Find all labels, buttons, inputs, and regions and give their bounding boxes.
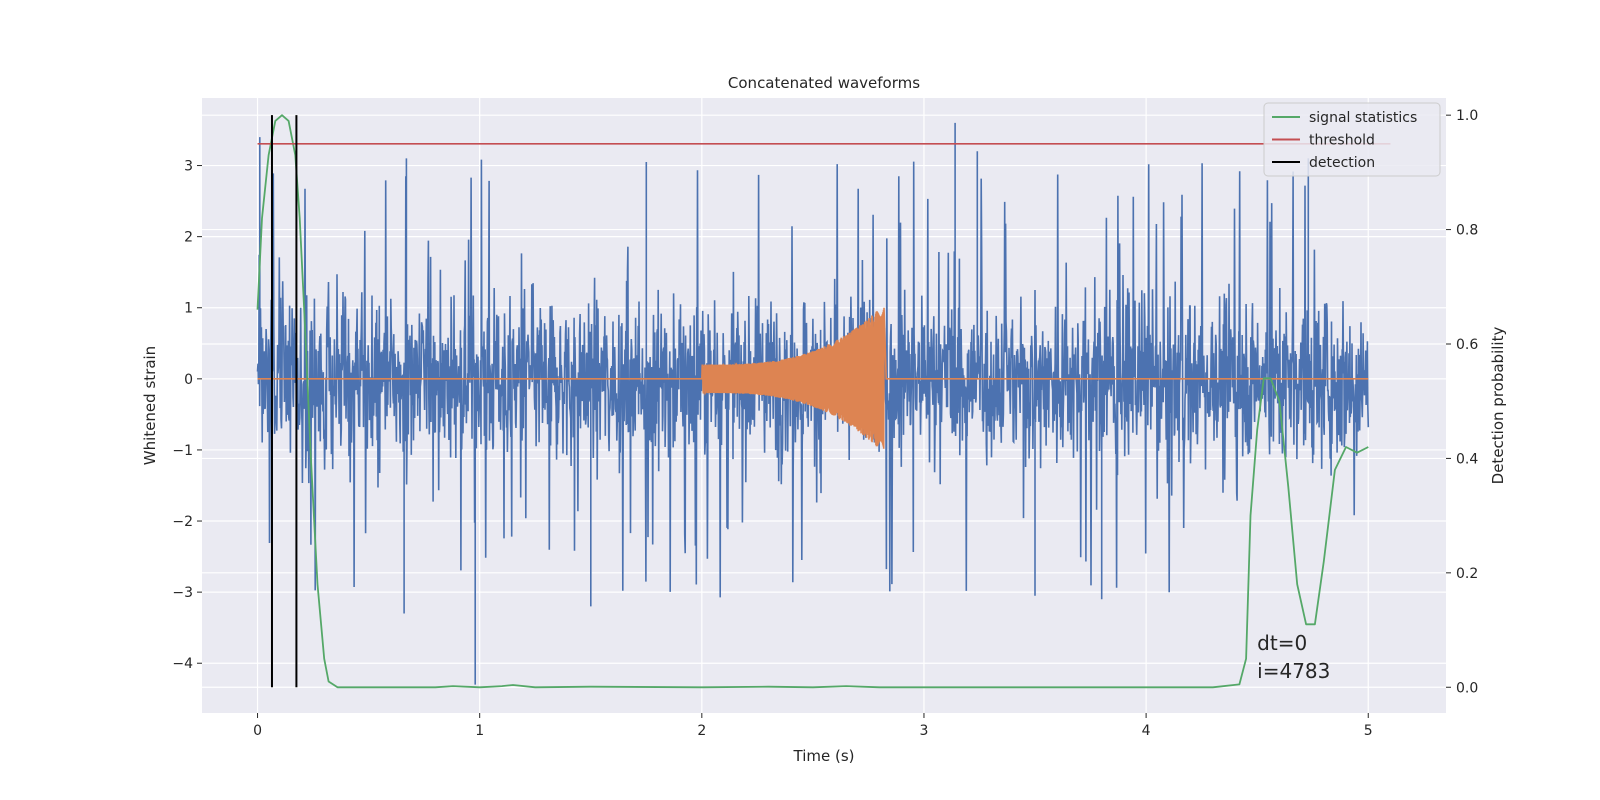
annotation-index: i=4783 <box>1257 659 1330 683</box>
legend-label: threshold <box>1309 133 1375 149</box>
annotation-dt: dt=0 <box>1257 631 1307 655</box>
x-tick-label: 0 <box>253 723 262 739</box>
y-left-tick-label: 0 <box>184 372 193 388</box>
y-left-tick-label: 1 <box>184 301 193 317</box>
x-tick-label: 3 <box>920 723 929 739</box>
y-left-tick-label: −4 <box>172 656 193 672</box>
legend-label: detection <box>1309 155 1375 171</box>
y-right-tick-label: 0.8 <box>1456 223 1478 239</box>
x-tick-label: 5 <box>1364 723 1373 739</box>
y-left-tick-label: 3 <box>184 159 193 175</box>
series-injected-chirp <box>257 307 1369 449</box>
y-right-tick-label: 0.2 <box>1456 566 1478 582</box>
y-right-tick-label: 0.4 <box>1456 451 1478 467</box>
y-left-tick-label: −3 <box>172 585 193 601</box>
x-tick-label: 2 <box>697 723 706 739</box>
y-right-tick-label: 1.0 <box>1456 108 1478 124</box>
series-signal-statistics <box>256 114 1369 689</box>
legend-label: signal statistics <box>1309 110 1417 126</box>
y-left-tick-label: 2 <box>184 230 193 246</box>
x-tick-label: 1 <box>475 723 484 739</box>
legend-box <box>1263 102 1441 177</box>
y-left-tick-label: −1 <box>172 443 193 459</box>
y-axis-right-label: Detection probability <box>1489 327 1507 485</box>
y-right-tick-label: 0.0 <box>1456 680 1478 696</box>
y-left-tick-label: −2 <box>172 514 193 530</box>
chart-title: Concatenated waveforms <box>728 74 920 92</box>
x-tick-label: 4 <box>1142 723 1151 739</box>
x-axis-label: Time (s) <box>793 747 855 765</box>
y-right-tick-label: 0.6 <box>1456 337 1478 353</box>
y-axis-left-label: Whitened strain <box>141 346 159 465</box>
